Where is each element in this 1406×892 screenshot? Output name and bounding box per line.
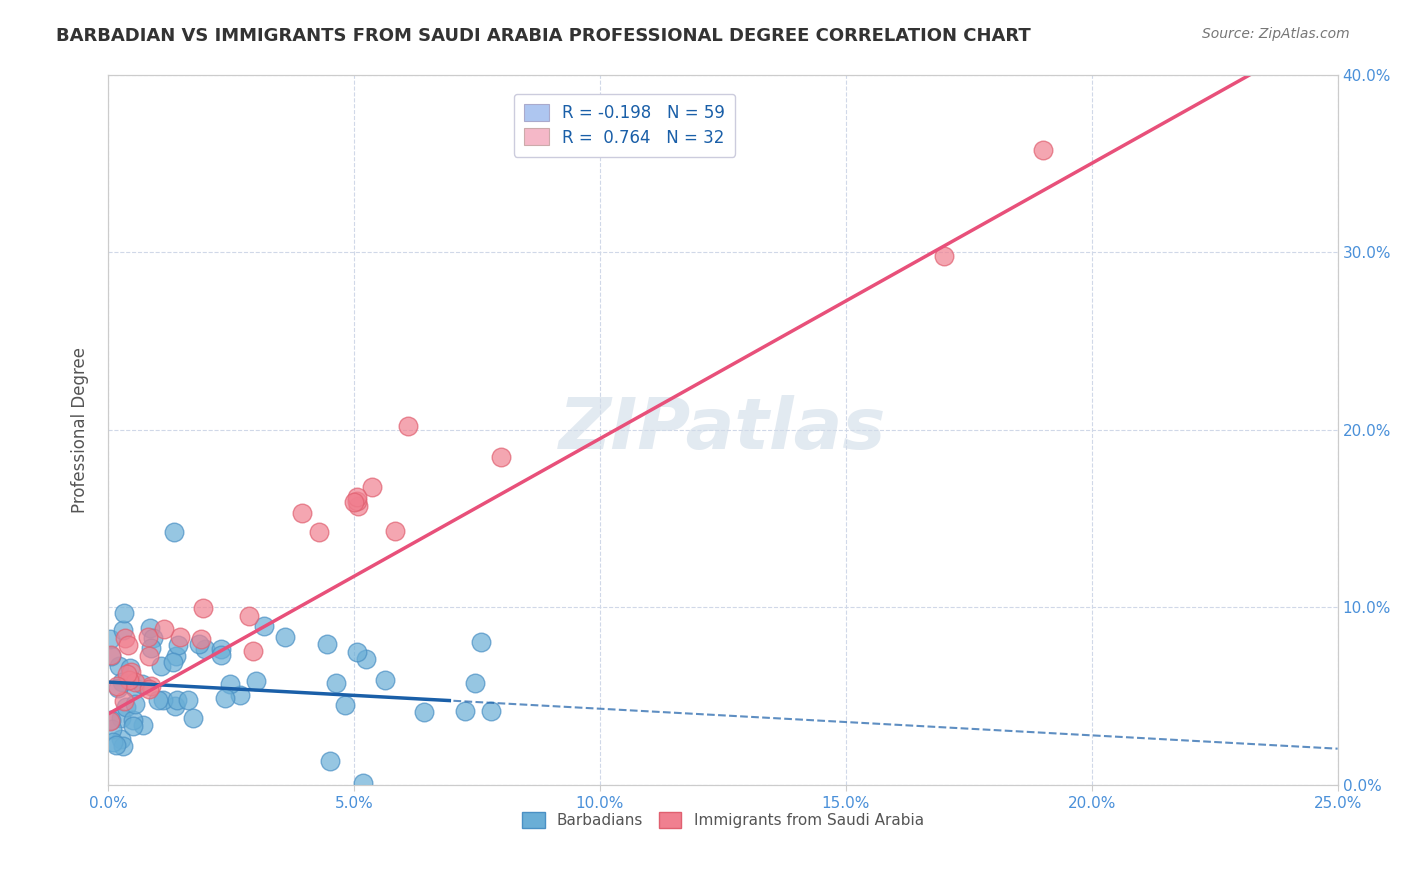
Point (108, 659, 131, 673)
Point (190, 632, 212, 647)
Point (491, 450, 513, 465)
Point (120, 665, 142, 679)
Point (138, 681, 160, 696)
Point (291, 506, 314, 520)
Point (253, 619, 276, 633)
Point (347, 499, 370, 513)
Point (274, 630, 297, 644)
Point (148, 693, 170, 707)
Point (316, 637, 339, 651)
Text: BARBADIAN VS IMMIGRANTS FROM SAUDI ARABIA PROFESSIONAL DEGREE CORRELATION CHART: BARBADIAN VS IMMIGRANTS FROM SAUDI ARABI… (56, 27, 1031, 45)
Point (356, 652, 378, 666)
Point (124, 697, 146, 711)
Point (187, 637, 209, 651)
Point (194, 642, 217, 657)
Point (346, 494, 368, 508)
Point (141, 680, 163, 694)
Point (229, 688, 252, 702)
Point (166, 638, 188, 652)
Point (112, 606, 135, 620)
Point (374, 673, 396, 687)
Point (346, 645, 368, 659)
Point (1031, 143, 1053, 157)
Point (101, 735, 124, 749)
Point (325, 676, 347, 690)
Point (384, 524, 406, 538)
Point (136, 630, 159, 644)
Point (114, 631, 136, 645)
Point (117, 638, 139, 652)
Point (464, 676, 486, 690)
Point (98, 714, 121, 728)
Point (124, 681, 146, 695)
Point (118, 673, 141, 687)
Point (100, 649, 122, 664)
Point (138, 649, 160, 664)
Point (169, 630, 191, 644)
Y-axis label: Professional Degree: Professional Degree (72, 347, 89, 513)
Point (124, 674, 146, 689)
Point (111, 739, 134, 754)
Point (454, 704, 477, 718)
Point (120, 661, 142, 675)
Point (131, 718, 153, 732)
Point (152, 692, 174, 706)
Point (211, 642, 233, 657)
Point (110, 731, 132, 746)
Point (107, 681, 129, 696)
Point (361, 480, 384, 494)
Point (335, 698, 357, 712)
Point (112, 694, 135, 708)
Point (413, 705, 436, 719)
Point (114, 700, 136, 714)
Point (343, 495, 366, 509)
Point (110, 711, 132, 725)
Point (934, 249, 956, 263)
Point (163, 525, 186, 540)
Point (104, 739, 127, 753)
Point (308, 524, 330, 539)
Point (219, 677, 242, 691)
Point (352, 776, 374, 790)
Point (214, 690, 236, 705)
Point (100, 648, 122, 662)
Point (238, 608, 260, 623)
Text: Source: ZipAtlas.com: Source: ZipAtlas.com (1202, 27, 1350, 41)
Point (176, 693, 198, 707)
Point (346, 490, 368, 504)
Point (111, 675, 134, 690)
Point (165, 699, 187, 714)
Point (319, 754, 342, 768)
Point (166, 693, 188, 707)
Point (138, 621, 160, 635)
Point (245, 673, 267, 688)
Point (101, 722, 124, 736)
Point (98, 632, 121, 646)
Point (139, 640, 162, 655)
Point (131, 676, 153, 690)
Point (162, 655, 184, 669)
Legend: Barbadians, Immigrants from Saudi Arabia: Barbadians, Immigrants from Saudi Arabia (516, 806, 929, 834)
Point (193, 601, 215, 615)
Point (111, 624, 134, 638)
Text: ZIPatlas: ZIPatlas (560, 395, 887, 465)
Point (122, 713, 145, 727)
Point (152, 623, 174, 637)
Point (470, 635, 492, 649)
Point (396, 419, 419, 434)
Point (479, 704, 502, 718)
Point (142, 631, 165, 645)
Point (181, 711, 204, 725)
Point (209, 648, 232, 662)
Point (150, 659, 173, 673)
Point (117, 666, 139, 681)
Point (122, 719, 145, 733)
Point (105, 679, 128, 693)
Point (165, 649, 187, 664)
Point (242, 644, 264, 658)
Point (100, 713, 122, 727)
